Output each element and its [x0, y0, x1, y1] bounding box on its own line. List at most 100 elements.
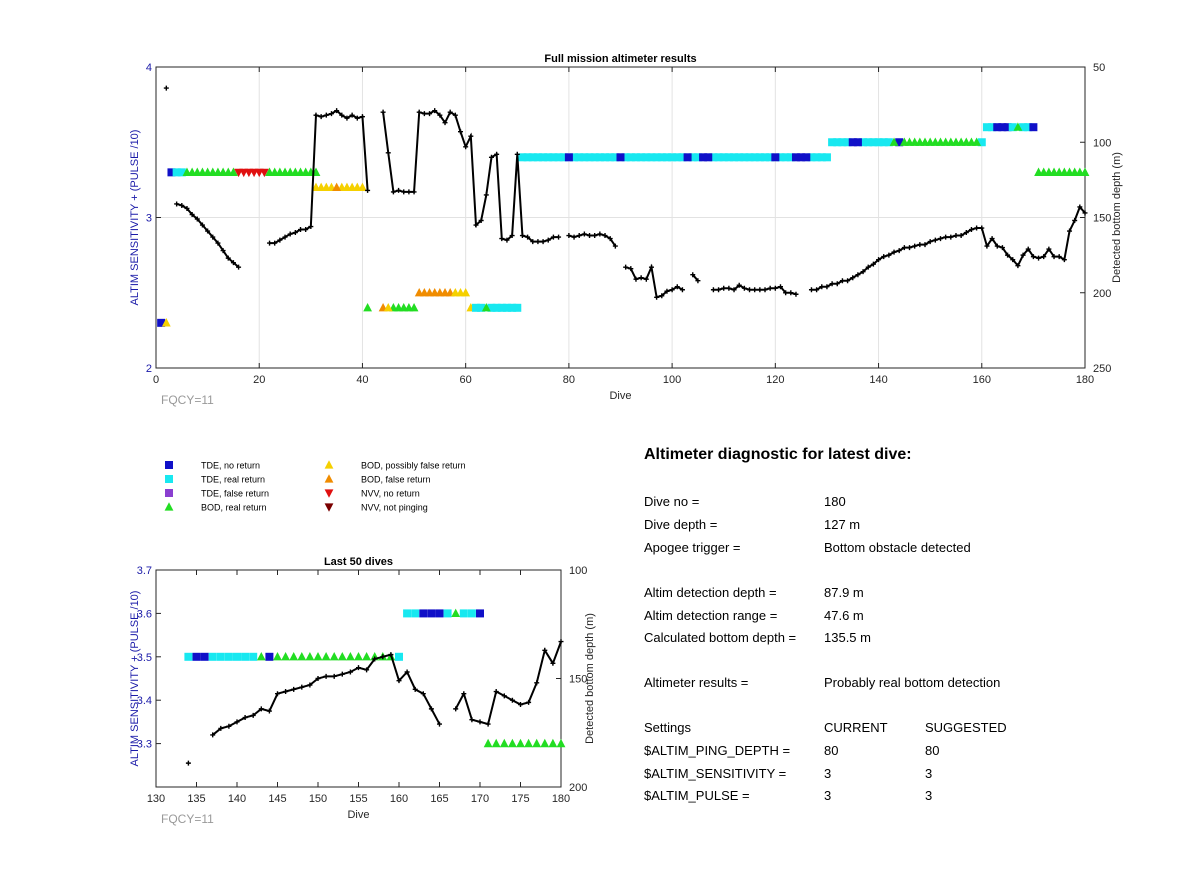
depth-point: [741, 285, 747, 291]
depth-point: [194, 216, 200, 222]
diag-value: Bottom obstacle detected: [824, 540, 971, 555]
depth-point: [1020, 252, 1026, 258]
data-marker-bod-real-return: [508, 738, 517, 748]
data-marker-bod-real-return: [281, 652, 290, 661]
data-marker-tde-real-return: [411, 609, 420, 618]
depth-point: [396, 678, 402, 684]
depth-point: [303, 227, 309, 233]
data-marker-tde-real-return: [1008, 123, 1017, 132]
data-marker-tde-real-return: [750, 153, 759, 162]
y-tick-label: 3.4: [137, 695, 152, 707]
depth-point: [234, 719, 240, 725]
depth-point: [974, 225, 980, 231]
depth-point: [339, 112, 345, 118]
y2-tick-label: 100: [569, 565, 587, 577]
data-marker-tde-no-return: [771, 153, 780, 162]
data-marker-tde-no-return: [616, 153, 625, 162]
y2-axis-label: Detected bottom depth (m): [1111, 152, 1123, 283]
data-marker-tde-no-return: [200, 652, 209, 661]
diag-value: 47.6 m: [824, 608, 864, 623]
data-marker-tde-real-return: [544, 153, 553, 162]
data-marker-bod-real-return: [1080, 167, 1090, 176]
depth-point: [313, 112, 319, 118]
depth-point: [1005, 252, 1011, 258]
depth-point: [514, 151, 520, 157]
data-marker-tde-real-return: [233, 652, 241, 661]
depth-point: [542, 647, 548, 653]
depth-point: [420, 691, 426, 697]
legend-marker-nvv-not-pinging: [324, 503, 334, 512]
depth-point: [1015, 263, 1021, 269]
diag-value: 127 m: [824, 517, 861, 532]
x-tick-label: 150: [309, 793, 327, 805]
depth-point: [509, 233, 515, 239]
data-marker-tde-real-return: [977, 138, 986, 147]
depth-point: [250, 712, 256, 718]
depth-point: [1036, 255, 1042, 261]
data-marker-tde-real-return: [781, 153, 790, 162]
depth-point: [1051, 254, 1057, 260]
depth-point: [953, 233, 959, 239]
data-marker-tde-real-return: [1024, 123, 1033, 132]
data-marker-bod-real-return: [556, 738, 566, 748]
depth-point: [272, 240, 278, 246]
data-marker-tde-real-return: [601, 153, 610, 162]
depth-point: [865, 264, 871, 270]
depth-point: [566, 233, 572, 239]
depth-point: [323, 673, 329, 679]
x-tick-label: 60: [460, 374, 472, 386]
depth-point: [404, 669, 410, 675]
depth-point: [401, 189, 407, 195]
x-tick-label: 165: [430, 793, 448, 805]
last-50-dives-chart: 130 135 140 145 150 155 160 165 170 175 180 3.3 3.4 3…: [129, 556, 596, 826]
data-marker-tde-real-return: [611, 153, 620, 162]
data-marker-tde-real-return: [631, 153, 640, 162]
depth-point: [917, 242, 923, 248]
depth-point: [236, 264, 242, 270]
y-tick-label: 3.3: [137, 739, 152, 751]
data-marker-tde-real-return: [621, 153, 630, 162]
depth-point: [287, 231, 293, 237]
data-marker-tde-real-return: [838, 138, 847, 147]
y2-tick-label: 250: [1093, 363, 1111, 375]
data-marker-tde-real-return: [549, 153, 558, 162]
depth-point: [412, 686, 418, 692]
depth-point: [230, 260, 236, 266]
data-marker-tde-real-return: [208, 652, 217, 661]
data-marker-bod-real-return: [363, 303, 373, 312]
depth-point: [372, 656, 378, 662]
data-marker-tde-real-return: [688, 153, 697, 162]
depth-line-segment: [454, 641, 562, 726]
data-marker-tde-real-return: [982, 123, 991, 132]
data-marker-tde-real-return: [513, 303, 522, 312]
y-tick-label: 3: [146, 213, 152, 225]
legend-label: NVV, not pinging: [361, 503, 428, 513]
depth-point: [501, 693, 507, 699]
data-marker-tde-real-return: [533, 153, 542, 162]
data-marker-tde-real-return: [554, 153, 563, 162]
data-marker-bod-possibly-false: [161, 318, 171, 327]
data-marker-tde-real-return: [523, 153, 532, 162]
fqcy-annotation: FQCY=11: [161, 393, 214, 407]
depth-point: [416, 109, 422, 115]
data-marker-tde-real-return: [528, 153, 537, 162]
depth-point: [282, 234, 288, 240]
legend-marker-bod-false-return: [324, 474, 334, 483]
chart-title: Last 50 dives: [324, 556, 393, 568]
depth-point: [819, 284, 825, 290]
x-tick-label: 40: [356, 374, 368, 386]
depth-point: [839, 278, 845, 284]
depth-point: [762, 287, 768, 293]
data-marker-tde-no-return: [797, 153, 806, 162]
y-tick-label: 4: [146, 62, 152, 74]
depth-point: [463, 144, 469, 150]
data-marker-tde-no-return: [157, 318, 166, 327]
depth-point: [519, 233, 525, 239]
depth-point: [534, 680, 540, 686]
data-marker-tde-real-return: [467, 609, 476, 618]
setting-name: $ALTIM_PULSE =: [644, 788, 750, 803]
depth-point: [550, 660, 556, 666]
depth-point: [210, 732, 216, 738]
diag-label: Dive depth =: [644, 517, 718, 532]
depth-point: [607, 236, 613, 242]
